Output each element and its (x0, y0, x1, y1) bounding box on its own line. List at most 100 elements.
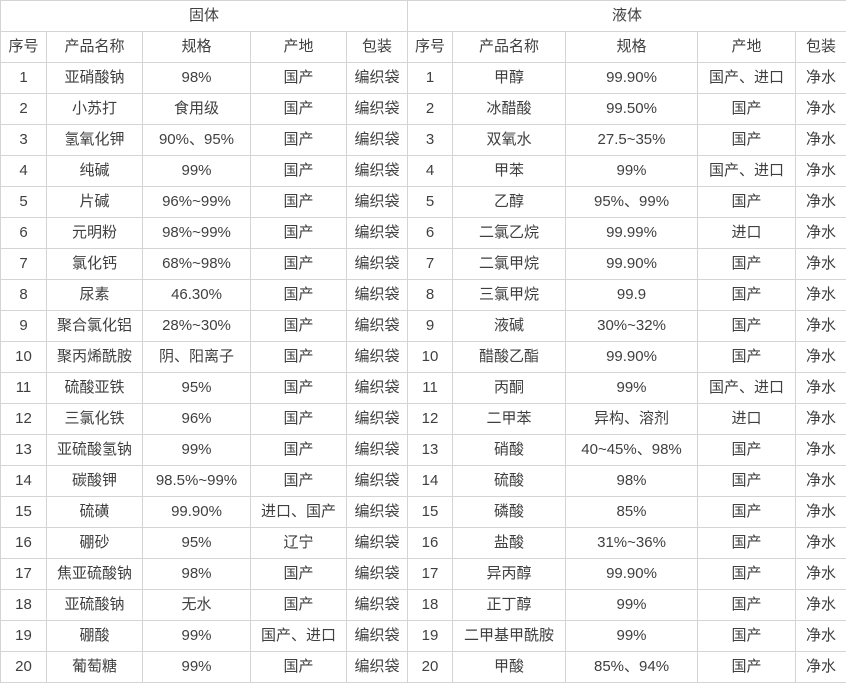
liquid-spec-cell: 99.90% (565, 62, 699, 94)
solid-index-cell: 4 (0, 155, 47, 187)
solid-spec-cell: 90%、95% (142, 124, 251, 156)
liquid-packaging-cell: 净水 (795, 248, 846, 280)
solid-spec-cell: 98% (142, 558, 251, 590)
liquid-index-cell: 15 (407, 496, 454, 528)
solid-packaging-cell: 编织袋 (345, 341, 409, 373)
liquid-product-name-cell: 三氯甲烷 (452, 279, 567, 311)
solid-spec-cell: 28%~30% (142, 310, 251, 342)
liquid-index-cell: 18 (407, 589, 454, 621)
liquid-index-cell: 10 (407, 341, 454, 373)
solid-packaging-cell: 编织袋 (345, 403, 409, 435)
table-row: 16 硼砂 95% 辽宁 编织袋 16 盐酸 31%~36% 国产 净水 (0, 527, 846, 559)
liquid-product-name-cell: 乙醇 (452, 186, 567, 218)
solid-origin-cell: 国产 (250, 558, 347, 590)
solid-origin-cell: 进口、国产 (250, 496, 347, 528)
liquid-spec-cell: 99.90% (565, 558, 699, 590)
solid-index-cell: 17 (0, 558, 47, 590)
liquid-packaging-cell: 净水 (795, 403, 846, 435)
liquid-index-cell: 17 (407, 558, 454, 590)
solid-product-name-cell: 片碱 (46, 186, 143, 218)
liquid-origin-cell: 国产 (697, 558, 797, 590)
liquid-origin-cell: 国产 (697, 651, 797, 683)
liquid-product-name-cell: 双氧水 (452, 124, 567, 156)
liquid-index-cell: 5 (407, 186, 454, 218)
liquid-origin-cell: 国产 (697, 186, 797, 218)
liquid-product-name-cell: 磷酸 (452, 496, 567, 528)
liquid-group-header: 液体 (407, 0, 846, 32)
solid-packaging-cell: 编织袋 (345, 527, 409, 559)
solid-origin-cell: 国产 (250, 93, 347, 125)
solid-packaging-cell: 编织袋 (345, 434, 409, 466)
liquid-spec-cell: 85% (565, 496, 699, 528)
liquid-product-name-cell: 异丙醇 (452, 558, 567, 590)
solid-packaging-cell: 编织袋 (345, 217, 409, 249)
liquid-origin-cell: 国产 (697, 496, 797, 528)
table-row: 11 硫酸亚铁 95% 国产 编织袋 11 丙酮 99% 国产、进口 净水 (0, 372, 846, 404)
solid-product-name-cell: 亚硫酸氢钠 (46, 434, 143, 466)
solid-product-name-cell: 硼砂 (46, 527, 143, 559)
solid-origin-cell: 国产 (250, 372, 347, 404)
liquid-index-cell: 16 (407, 527, 454, 559)
liquid-spec-cell: 85%、94% (565, 651, 699, 683)
solid-spec-cell: 95% (142, 527, 251, 559)
liquid-spec-cell: 99% (565, 589, 699, 621)
solid-index-cell: 13 (0, 434, 47, 466)
liquid-product-name-cell: 甲酸 (452, 651, 567, 683)
table-row: 4 纯碱 99% 国产 编织袋 4 甲苯 99% 国产、进口 净水 (0, 155, 846, 187)
column-header-row: 序号 产品名称 规格 产地 包装 序号 产品名称 规格 产地 包装 (0, 31, 846, 63)
solid-spec-cell: 98% (142, 62, 251, 94)
table-row: 1 亚硝酸钠 98% 国产 编织袋 1 甲醇 99.90% 国产、进口 净水 (0, 62, 846, 94)
solid-packaging-cell: 编织袋 (345, 62, 409, 94)
solid-spec-cell: 46.30% (142, 279, 251, 311)
liquid-origin-cell: 国产、进口 (697, 372, 797, 404)
solid-packaging-cell: 编织袋 (345, 124, 409, 156)
solid-product-name-cell: 小苏打 (46, 93, 143, 125)
liquid-index-cell: 20 (407, 651, 454, 683)
liquid-index-cell: 9 (407, 310, 454, 342)
solid-col-origin: 产地 (250, 31, 347, 63)
solid-packaging-cell: 编织袋 (345, 589, 409, 621)
solid-spec-cell: 99% (142, 434, 251, 466)
solid-product-name-cell: 氯化钙 (46, 248, 143, 280)
solid-product-name-cell: 碳酸钾 (46, 465, 143, 497)
solid-index-cell: 18 (0, 589, 47, 621)
liquid-product-name-cell: 二氯甲烷 (452, 248, 567, 280)
solid-spec-cell: 68%~98% (142, 248, 251, 280)
liquid-col-packaging: 包装 (795, 31, 846, 63)
liquid-origin-cell: 国产 (697, 341, 797, 373)
solid-packaging-cell: 编织袋 (345, 558, 409, 590)
solid-spec-cell: 98.5%~99% (142, 465, 251, 497)
liquid-product-name-cell: 醋酸乙酯 (452, 341, 567, 373)
liquid-spec-cell: 98% (565, 465, 699, 497)
liquid-origin-cell: 进口 (697, 217, 797, 249)
solid-group-header: 固体 (0, 0, 409, 32)
solid-index-cell: 5 (0, 186, 47, 218)
liquid-product-name-cell: 甲醇 (452, 62, 567, 94)
liquid-product-name-cell: 硫酸 (452, 465, 567, 497)
liquid-origin-cell: 国产 (697, 589, 797, 621)
liquid-col-product-name: 产品名称 (452, 31, 567, 63)
liquid-index-cell: 1 (407, 62, 454, 94)
solid-col-index: 序号 (0, 31, 47, 63)
group-header-row: 固体 液体 (0, 0, 846, 32)
liquid-spec-cell: 40~45%、98% (565, 434, 699, 466)
liquid-origin-cell: 国产 (697, 527, 797, 559)
table-row: 3 氢氧化钾 90%、95% 国产 编织袋 3 双氧水 27.5~35% 国产 净水 (0, 124, 846, 156)
solid-col-product-name: 产品名称 (46, 31, 143, 63)
solid-index-cell: 16 (0, 527, 47, 559)
liquid-index-cell: 3 (407, 124, 454, 156)
liquid-index-cell: 7 (407, 248, 454, 280)
liquid-product-name-cell: 硝酸 (452, 434, 567, 466)
solid-origin-cell: 国产 (250, 403, 347, 435)
liquid-spec-cell: 异构、溶剂 (565, 403, 699, 435)
liquid-packaging-cell: 净水 (795, 589, 846, 621)
liquid-index-cell: 19 (407, 620, 454, 652)
solid-packaging-cell: 编织袋 (345, 620, 409, 652)
solid-product-name-cell: 聚丙烯酰胺 (46, 341, 143, 373)
liquid-spec-cell: 99% (565, 620, 699, 652)
solid-origin-cell: 国产 (250, 248, 347, 280)
liquid-packaging-cell: 净水 (795, 217, 846, 249)
solid-spec-cell: 食用级 (142, 93, 251, 125)
liquid-packaging-cell: 净水 (795, 558, 846, 590)
solid-product-name-cell: 纯碱 (46, 155, 143, 187)
